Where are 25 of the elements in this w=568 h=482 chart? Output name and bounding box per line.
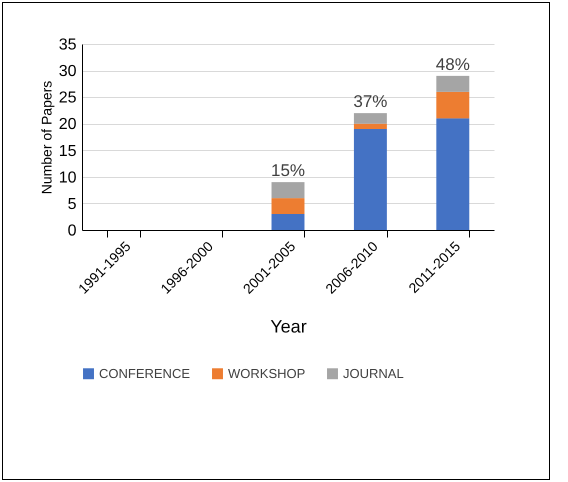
bar <box>272 182 304 198</box>
annotation: 15% <box>270 161 306 180</box>
bar <box>272 214 304 230</box>
y-tick-label: 25 <box>58 90 77 107</box>
y-tick-label: 35 <box>58 36 77 54</box>
y-tick-label: 15 <box>58 142 77 160</box>
bar <box>436 92 470 118</box>
annotation: 37% <box>353 92 388 112</box>
bar <box>436 118 470 230</box>
annotation: 48% <box>436 54 470 74</box>
x-axis-title: Year <box>270 316 307 337</box>
y-axis-title: Number of Papers <box>38 80 55 194</box>
bar <box>272 198 304 214</box>
legend-label: JOURNAL <box>343 366 404 381</box>
legend-label: WORKSHOP <box>228 366 306 381</box>
bar <box>354 124 387 130</box>
bar <box>436 76 470 92</box>
y-tick-label: 30 <box>58 63 77 80</box>
y-tick-label: 10 <box>58 169 77 186</box>
bar <box>354 129 387 230</box>
y-tick-label: 0 <box>68 222 77 240</box>
bar <box>354 113 387 124</box>
y-tick-label: 20 <box>58 116 77 134</box>
legend-label: CONFERENCE <box>99 366 190 381</box>
y-tick-label: 5 <box>68 196 77 213</box>
